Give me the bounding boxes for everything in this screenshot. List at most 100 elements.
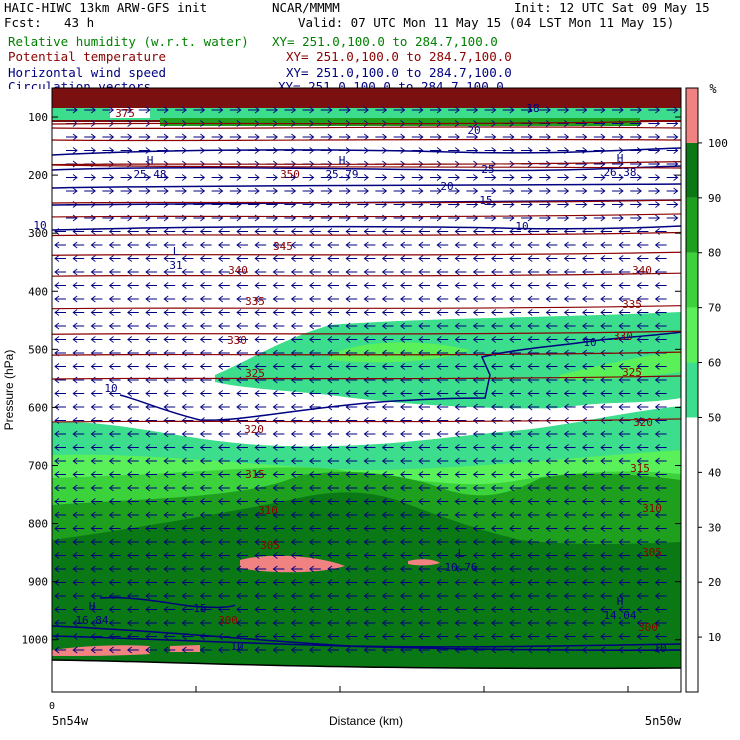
circulation-vector bbox=[400, 228, 412, 235]
y-tick-label: 1000 bbox=[22, 634, 49, 647]
circulation-vector bbox=[575, 106, 588, 114]
circulation-vector bbox=[418, 363, 430, 370]
circulation-vector bbox=[582, 511, 594, 519]
circulation-vector bbox=[108, 363, 121, 370]
circulation-vector bbox=[491, 430, 503, 438]
circulation-vector bbox=[472, 417, 485, 424]
circulation-vector bbox=[345, 363, 358, 370]
circulation-vector bbox=[636, 336, 649, 343]
circulation-vector bbox=[345, 646, 358, 654]
circulation-vector bbox=[636, 444, 649, 451]
circulation-vector bbox=[582, 552, 594, 559]
circulation-vector bbox=[357, 106, 369, 114]
circulation-vector bbox=[127, 255, 139, 262]
circulation-vector bbox=[127, 295, 139, 303]
circulation-vector bbox=[654, 430, 667, 438]
circulation-vector bbox=[218, 511, 230, 519]
circulation-vector bbox=[454, 363, 467, 370]
circulation-vector bbox=[363, 241, 376, 249]
circulation-vector bbox=[327, 228, 339, 235]
y-tick-label: 200 bbox=[28, 169, 48, 182]
circulation-vector bbox=[545, 403, 558, 411]
theta-label: 335 bbox=[622, 298, 642, 311]
circulation-vector bbox=[199, 538, 212, 546]
circulation-vector bbox=[290, 282, 303, 289]
circulation-vector bbox=[472, 336, 485, 343]
circulation-vector bbox=[127, 511, 139, 519]
circulation-vector bbox=[66, 106, 78, 114]
circulation-vector bbox=[381, 444, 394, 451]
circulation-vector bbox=[254, 417, 267, 424]
circulation-vector bbox=[345, 538, 358, 546]
circulation-vector bbox=[618, 282, 631, 289]
x-left-label: 5n54w bbox=[52, 714, 89, 728]
circulation-vector bbox=[600, 444, 612, 451]
circulation-vector bbox=[563, 606, 576, 613]
circulation-vector bbox=[236, 565, 248, 573]
theta-label: 325 bbox=[622, 366, 642, 379]
theta-contour bbox=[52, 120, 681, 125]
y-tick-label: 300 bbox=[28, 227, 48, 240]
circulation-vector bbox=[509, 633, 521, 640]
circulation-vector bbox=[284, 174, 297, 181]
circulation-vector bbox=[400, 511, 412, 519]
wind-speed-label: 10 bbox=[583, 336, 596, 349]
circulation-vector bbox=[254, 646, 267, 654]
circulation-vector bbox=[199, 228, 212, 235]
colorbar-tick-label: 60 bbox=[708, 357, 721, 370]
circulation-vector bbox=[612, 106, 624, 114]
circulation-vector bbox=[327, 606, 339, 613]
circulation-vector bbox=[66, 174, 78, 181]
circulation-vector bbox=[381, 417, 394, 424]
circulation-vector bbox=[418, 606, 430, 613]
circulation-vector bbox=[618, 322, 631, 330]
circulation-vector bbox=[327, 363, 339, 370]
circulation-vector bbox=[199, 295, 212, 303]
circulation-vector bbox=[509, 565, 521, 573]
extremum-value: 16.84 bbox=[75, 614, 108, 627]
colorbar-tick-label: 50 bbox=[708, 411, 721, 424]
circulation-vector bbox=[381, 241, 394, 249]
circulation-vector bbox=[654, 295, 667, 303]
circulation-vector bbox=[145, 430, 157, 438]
circulation-vector bbox=[357, 133, 369, 141]
circulation-vector bbox=[454, 417, 467, 424]
circulation-vector bbox=[309, 336, 321, 343]
circulation-vector bbox=[618, 417, 631, 424]
circulation-vector bbox=[381, 484, 394, 492]
circulation-vector bbox=[393, 187, 406, 195]
circulation-vector bbox=[527, 390, 540, 397]
circulation-vector bbox=[618, 363, 631, 370]
circulation-vector bbox=[163, 552, 176, 559]
circulation-vector bbox=[254, 633, 267, 640]
circulation-vector bbox=[521, 106, 533, 114]
circulation-vector bbox=[327, 538, 339, 546]
circulation-vector bbox=[266, 174, 278, 181]
circulation-vector bbox=[539, 201, 551, 208]
circulation-vector bbox=[618, 538, 631, 546]
circulation-vector bbox=[175, 174, 187, 181]
circulation-vector bbox=[509, 241, 521, 249]
circulation-vector bbox=[345, 309, 358, 316]
circulation-vector bbox=[381, 322, 394, 330]
circulation-vector bbox=[272, 282, 285, 289]
circulation-vector bbox=[472, 579, 485, 586]
circulation-vector bbox=[145, 565, 157, 573]
circulation-vector bbox=[545, 336, 558, 343]
circulation-vector bbox=[400, 471, 412, 478]
circulation-vector bbox=[254, 471, 267, 478]
circulation-vector bbox=[90, 457, 103, 465]
theta-contour bbox=[52, 231, 681, 237]
circulation-vector bbox=[290, 430, 303, 438]
circulation-vector bbox=[199, 390, 212, 397]
circulation-vector bbox=[618, 498, 631, 505]
circulation-vector bbox=[66, 133, 78, 141]
circulation-vector bbox=[309, 538, 321, 546]
circulation-vector bbox=[163, 295, 176, 303]
circulation-vector bbox=[320, 187, 333, 195]
circulation-vector bbox=[436, 579, 449, 586]
circulation-vector bbox=[436, 538, 449, 546]
circulation-vector bbox=[290, 606, 303, 613]
circulation-vector bbox=[127, 579, 139, 586]
circulation-vector bbox=[254, 592, 267, 600]
